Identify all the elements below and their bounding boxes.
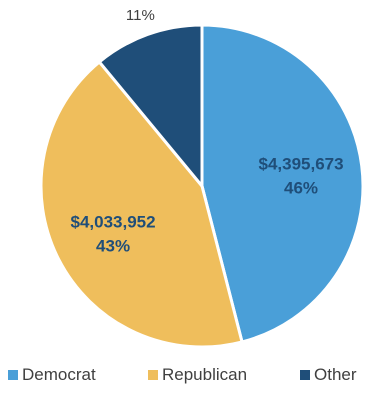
- legend-item-democrat: Democrat: [8, 365, 96, 384]
- legend-label-republican: Republican: [162, 365, 247, 384]
- legend-item-republican: Republican: [148, 365, 247, 384]
- legend: Democrat Republican Other: [8, 365, 357, 384]
- value-label-democrat: $4,395,673: [258, 154, 343, 173]
- slice-democrat: [200, 23, 365, 344]
- pie-labels: $4,395,673 46% $4,033,952 43% 11%: [71, 7, 344, 255]
- pie-slices: [39, 23, 365, 349]
- slice-republican: [39, 59, 244, 349]
- percent-label-democrat: 46%: [284, 178, 318, 197]
- legend-swatch-republican: [148, 370, 158, 380]
- percent-label-republican: 43%: [96, 236, 130, 255]
- legend-label-other: Other: [314, 365, 357, 384]
- legend-item-other: Other: [300, 365, 357, 384]
- legend-label-democrat: Democrat: [22, 365, 96, 384]
- percent-label-other: 11%: [126, 7, 155, 24]
- legend-swatch-democrat: [8, 370, 18, 380]
- slice-other: [97, 23, 204, 191]
- legend-swatch-other: [300, 370, 310, 380]
- value-label-republican: $4,033,952: [71, 212, 156, 231]
